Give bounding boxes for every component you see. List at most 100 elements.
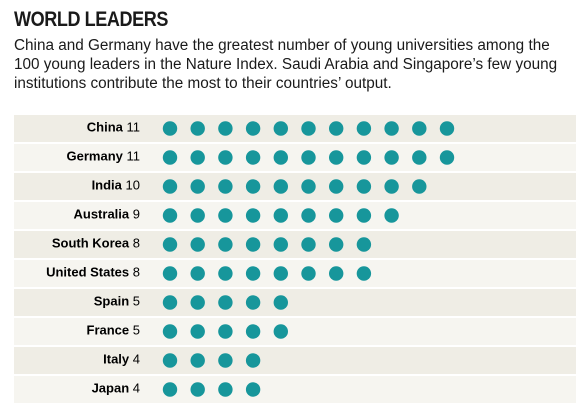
dot	[190, 295, 205, 310]
dot	[412, 150, 427, 165]
dot	[329, 121, 344, 136]
value-label: 11	[127, 120, 141, 135]
value-label: 8	[133, 265, 140, 280]
dot	[245, 179, 261, 194]
dot	[190, 266, 205, 281]
dot	[301, 266, 316, 281]
row-label: Germany 11	[67, 149, 141, 164]
dot	[245, 382, 261, 397]
dot	[439, 121, 455, 136]
row-band	[14, 260, 576, 287]
row-band	[14, 347, 576, 374]
dot	[301, 179, 316, 194]
category-label: India	[92, 178, 123, 193]
dot	[245, 266, 261, 281]
category-label: France	[87, 323, 130, 338]
row-band	[14, 173, 576, 200]
dot	[329, 150, 344, 165]
category-label: Japan	[92, 381, 130, 396]
row-label: India 10	[92, 178, 140, 193]
row-label: China 11	[87, 120, 140, 135]
dot	[245, 150, 261, 165]
dot	[245, 121, 261, 136]
category-label: Italy	[103, 352, 130, 367]
category-label: United States	[46, 265, 129, 280]
dot	[162, 121, 178, 136]
dot	[218, 295, 233, 310]
dot	[190, 324, 205, 339]
dot	[190, 208, 205, 223]
dot	[190, 382, 205, 397]
row-label: France 5	[87, 323, 141, 338]
dot	[273, 324, 288, 339]
dot	[162, 295, 178, 310]
value-label: 10	[126, 178, 140, 193]
row-label: South Korea 8	[52, 236, 140, 251]
row-band	[14, 231, 576, 258]
dot	[356, 150, 372, 165]
dot	[384, 150, 399, 165]
value-label: 11	[127, 149, 141, 164]
category-label: China	[87, 120, 124, 135]
dot	[439, 150, 455, 165]
dot	[301, 237, 316, 252]
chart-subtitle: China and Germany have the greatest numb…	[14, 37, 558, 92]
dot	[162, 237, 178, 252]
dot	[384, 208, 399, 223]
row-label: Australia 9	[74, 207, 141, 222]
dot	[412, 179, 427, 194]
value-label: 5	[133, 294, 140, 309]
dot	[245, 208, 261, 223]
category-label: Spain	[94, 294, 129, 309]
dot	[218, 353, 233, 368]
dot	[190, 237, 205, 252]
dot	[218, 266, 233, 281]
value-label: 9	[133, 207, 140, 222]
category-label: Australia	[74, 207, 130, 222]
row-band	[14, 376, 576, 403]
dot	[273, 208, 288, 223]
dot	[273, 295, 288, 310]
row-band	[14, 318, 576, 345]
dot	[190, 121, 205, 136]
dot	[412, 121, 427, 136]
dot	[162, 179, 178, 194]
dot	[384, 121, 399, 136]
dot	[162, 353, 178, 368]
dot	[162, 382, 178, 397]
value-label: 4	[133, 352, 140, 367]
dot	[273, 150, 288, 165]
dot	[245, 353, 261, 368]
dot	[245, 324, 261, 339]
value-label: 5	[133, 323, 140, 338]
dot	[190, 179, 205, 194]
dot	[162, 208, 178, 223]
dot	[218, 150, 233, 165]
dot	[329, 179, 344, 194]
dot	[218, 121, 233, 136]
dot	[245, 237, 261, 252]
row-band	[14, 202, 576, 229]
dot	[162, 324, 178, 339]
dot	[356, 237, 372, 252]
dot	[273, 266, 288, 281]
dot	[273, 121, 288, 136]
row-label: Italy 4	[103, 352, 140, 367]
dot	[301, 121, 316, 136]
dot	[356, 208, 372, 223]
row-band	[14, 115, 576, 142]
dot	[245, 295, 261, 310]
dot	[356, 179, 372, 194]
dot	[162, 266, 178, 281]
dot	[218, 179, 233, 194]
dot	[190, 353, 205, 368]
row-label: Spain 5	[94, 294, 140, 309]
row-band	[14, 144, 576, 171]
dot	[356, 121, 372, 136]
row-label: United States 8	[46, 265, 140, 280]
dot	[329, 208, 344, 223]
dot	[329, 237, 344, 252]
dot	[301, 208, 316, 223]
